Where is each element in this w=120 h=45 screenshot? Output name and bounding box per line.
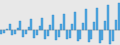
- Bar: [60, 24, 62, 30]
- Bar: [79, 30, 81, 39]
- Bar: [6, 29, 8, 30]
- Bar: [33, 30, 35, 38]
- Bar: [109, 30, 111, 44]
- Bar: [63, 14, 65, 30]
- Bar: [69, 30, 71, 38]
- Bar: [44, 30, 46, 39]
- Bar: [39, 26, 41, 30]
- Bar: [115, 20, 117, 30]
- Bar: [41, 18, 43, 30]
- Bar: [85, 9, 87, 30]
- Bar: [52, 15, 54, 30]
- Bar: [99, 30, 101, 43]
- Bar: [30, 19, 32, 30]
- Bar: [17, 28, 19, 30]
- Bar: [49, 25, 51, 30]
- Bar: [101, 30, 103, 40]
- Bar: [118, 3, 120, 30]
- Bar: [11, 30, 13, 35]
- Bar: [82, 23, 84, 30]
- Bar: [22, 30, 24, 37]
- Bar: [71, 24, 73, 30]
- Bar: [96, 8, 98, 30]
- Bar: [14, 30, 16, 34]
- Bar: [74, 12, 76, 30]
- Bar: [0, 30, 2, 34]
- Bar: [107, 5, 109, 30]
- Bar: [77, 30, 79, 41]
- Bar: [25, 30, 27, 34]
- Bar: [66, 30, 68, 40]
- Bar: [104, 21, 106, 30]
- Bar: [93, 22, 95, 30]
- Bar: [9, 24, 11, 30]
- Bar: [3, 30, 5, 33]
- Bar: [88, 30, 90, 42]
- Bar: [58, 30, 60, 37]
- Bar: [36, 30, 38, 35]
- Bar: [90, 30, 92, 40]
- Bar: [28, 27, 30, 30]
- Bar: [19, 21, 21, 30]
- Bar: [55, 30, 57, 40]
- Bar: [112, 30, 114, 41]
- Bar: [47, 30, 49, 36]
